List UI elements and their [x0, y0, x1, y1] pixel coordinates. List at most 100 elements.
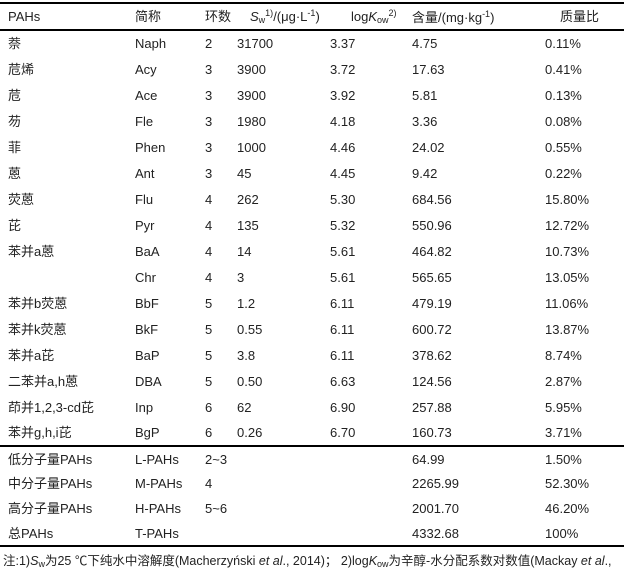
cell-solubility: 0.50 — [237, 373, 263, 389]
cell-content: 565.65 — [412, 269, 452, 285]
table-footnote: 注:1)Sw为25 ℃下纯水中溶解度(Macherzyński et al., … — [0, 553, 624, 573]
footnote-kow-symbol: K — [368, 554, 378, 568]
cell-content: 464.82 — [412, 243, 452, 259]
cell-abbreviation: Acy — [135, 61, 157, 77]
table-row: 菲 Phen 3 1000 4.46 24.02 0.55% — [0, 134, 624, 160]
cell-pah-name: 苯并a芘 — [8, 347, 55, 363]
cell-pah-name: 茚并1,2,3-cd芘 — [8, 399, 94, 415]
cell-mass-ratio: 8.74% — [545, 347, 582, 363]
cell-ring-count — [197, 521, 229, 546]
cell-solubility — [229, 471, 322, 496]
cell-ring-count: 3 — [205, 87, 213, 103]
table-row: 蒽 Ant 3 45 4.45 9.42 0.22% — [0, 160, 624, 186]
cell-ring-count: 6 — [205, 425, 213, 440]
footnote-etal-2: et al — [580, 554, 605, 568]
footnote-prefix: 注:1) — [3, 554, 31, 568]
cell-mass-ratio: 0.13% — [545, 87, 582, 103]
footnote-sw-subscript: w — [38, 559, 45, 569]
column-header-abbreviation: 简称 — [135, 9, 162, 24]
table-row: 苯并a芘 BaP 5 3.8 6.11 378.62 8.74% — [0, 342, 624, 368]
cell-mass-ratio: 46.20% — [545, 501, 590, 516]
cell-pah-name: 总PAHs — [8, 525, 54, 541]
cell-logkow: 4.45 — [330, 165, 356, 181]
cell-ring-count: 5 — [205, 373, 213, 389]
table-row: 茚并1,2,3-cd芘 Inp 6 62 6.90 257.88 5.95% — [0, 394, 624, 420]
table-row: 苊烯 Acy 3 3900 3.72 17.63 0.41% — [0, 56, 624, 82]
cell-solubility: 3900 — [237, 61, 266, 77]
cell-ring-count: 4 — [205, 243, 213, 259]
cell-abbreviation: Fle — [135, 113, 154, 129]
cell-ring-count: 6 — [205, 399, 213, 415]
table-row: 苯并b荧蒽 BbF 5 1.2 6.11 479.19 11.06% — [0, 290, 624, 316]
cell-logkow: 6.11 — [330, 347, 355, 363]
cell-logkow: 6.70 — [330, 425, 356, 440]
cell-mass-ratio: 13.05% — [545, 269, 590, 285]
cell-ring-count: 4 — [205, 191, 213, 207]
kow-footnote-marker: 2) — [388, 7, 397, 18]
cell-solubility: 1.2 — [237, 295, 256, 311]
cell-content: 378.62 — [412, 347, 452, 363]
footnote-end-text: ., — [604, 554, 612, 568]
cell-pah-name: 苯并g,h,i芘 — [8, 425, 72, 440]
cell-pah-name: 菲 — [8, 139, 22, 155]
cell-solubility: 3.8 — [237, 347, 256, 363]
cell-logkow: 6.63 — [330, 373, 356, 389]
sw-unit: /(μg·L — [273, 8, 308, 24]
cell-mass-ratio: 5.95% — [545, 399, 582, 415]
cell-logkow: 3.92 — [330, 87, 356, 103]
cell-mass-ratio: 0.41% — [545, 61, 582, 77]
cell-pah-name: 蒽 — [8, 165, 22, 181]
cell-pah-name: 中分子量PAHs — [8, 476, 93, 491]
cell-ring-count: 3 — [205, 165, 213, 181]
column-header-content: 含量/(mg·kg-1) — [404, 3, 537, 30]
cell-content: 684.56 — [412, 191, 452, 207]
cell-solubility: 62 — [237, 399, 252, 415]
cell-solubility — [229, 521, 322, 546]
footnote-etal-1: et al — [258, 554, 283, 568]
table-row: 萘 Naph 2 31700 3.37 4.75 0.11% — [0, 30, 624, 56]
cell-content: 9.42 — [412, 165, 438, 181]
cell-content: 24.02 — [412, 139, 445, 155]
cell-pah-name: 苊 — [8, 87, 22, 103]
cell-mass-ratio: 100% — [545, 525, 579, 541]
cell-mass-ratio: 2.87% — [545, 373, 582, 389]
sw-unit-exponent: -1 — [307, 7, 316, 18]
cell-solubility: 31700 — [237, 36, 274, 51]
cell-content: 124.56 — [412, 373, 452, 389]
cell-logkow — [322, 496, 404, 521]
cell-logkow: 5.32 — [330, 217, 356, 233]
cell-content: 4.75 — [412, 36, 438, 51]
cell-abbreviation: BkF — [135, 321, 159, 337]
cell-logkow — [322, 521, 404, 546]
cell-logkow: 5.61 — [330, 243, 356, 259]
cell-content: 160.73 — [412, 425, 452, 440]
cell-pah-name: 荧蒽 — [8, 191, 35, 207]
cell-abbreviation: BgP — [135, 425, 160, 440]
log-prefix: log — [351, 8, 369, 24]
column-header-solubility: Sw1)/(μg·L-1) — [229, 3, 322, 30]
cell-content: 2265.99 — [412, 476, 459, 491]
cell-content: 64.99 — [412, 451, 445, 467]
cell-abbreviation: Ace — [135, 87, 158, 103]
cell-solubility: 3 — [237, 269, 245, 285]
cell-content: 550.96 — [412, 217, 452, 233]
kow-subscript: ow — [377, 14, 389, 25]
cell-solubility: 262 — [237, 191, 259, 207]
cell-solubility: 3900 — [237, 87, 266, 103]
cell-logkow: 6.11 — [330, 321, 355, 337]
footnote-mid-text: ., 2014)； 2)log — [282, 554, 369, 568]
cell-abbreviation: H-PAHs — [135, 501, 181, 516]
cell-abbreviation: Phen — [135, 139, 166, 155]
cell-pah-name: 高分子量PAHs — [8, 501, 93, 516]
cell-abbreviation: Ant — [135, 165, 155, 181]
cell-mass-ratio: 12.72% — [545, 217, 590, 233]
cell-pah-name: 苯并b荧蒽 — [8, 295, 68, 311]
cell-abbreviation: Chr — [135, 269, 156, 285]
footnote-sw-symbol: S — [30, 554, 39, 568]
cell-ring-count: 2 — [205, 36, 213, 51]
summary-rows: 低分子量PAHs L-PAHs 2~3 64.99 1.50% 中分子量PAHs… — [0, 446, 624, 546]
cell-ring-count: 4 — [205, 217, 213, 233]
cell-abbreviation: Naph — [135, 36, 167, 51]
cell-logkow: 6.11 — [330, 295, 355, 311]
kow-symbol: K — [368, 8, 378, 24]
